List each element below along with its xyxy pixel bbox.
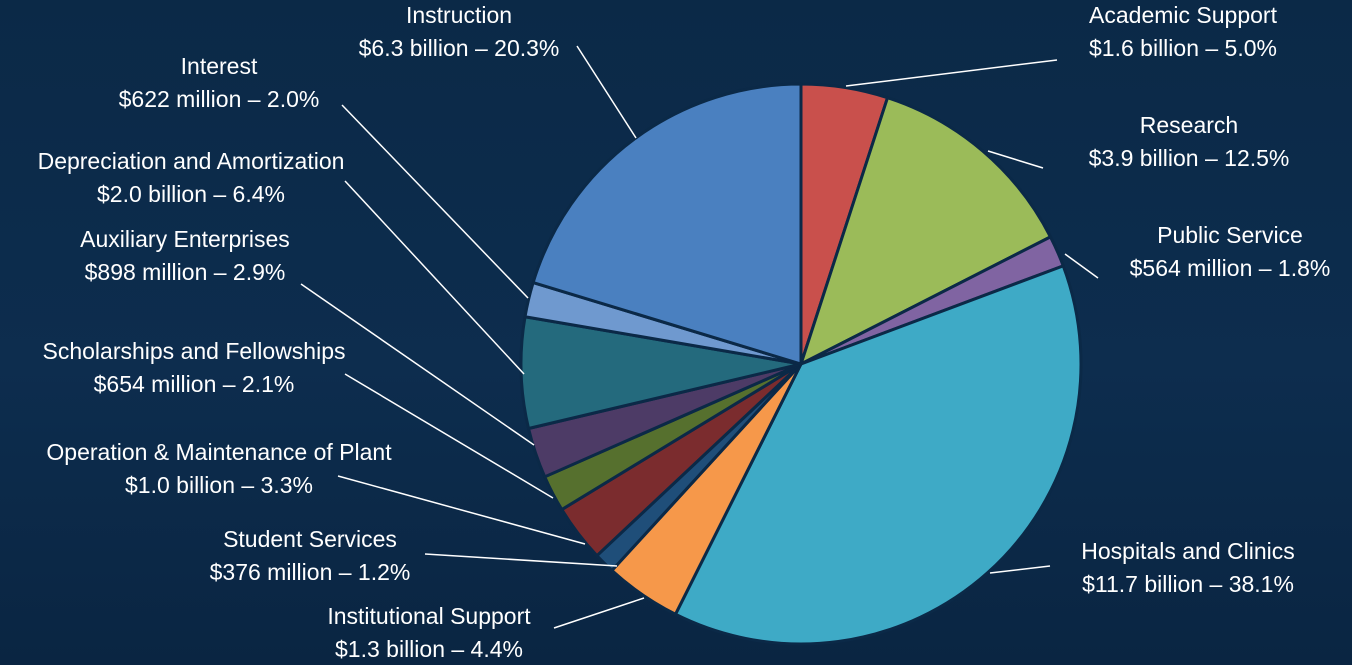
pie-slice-instruction (531, 82, 803, 366)
slice-label-value-scholarships-and-fellowships: $654 million – 2.1% (94, 371, 295, 397)
leader-line-institutional-support (553, 597, 645, 629)
slice-label-value-student-services: $376 million – 1.2% (210, 559, 411, 585)
leader-line-interest (341, 104, 529, 299)
leader-line-hospitals-and-clinics (989, 565, 1051, 574)
slice-label-value-public-service: $564 million – 1.8% (1130, 255, 1331, 281)
pie-slice-depreciation-and-amortization (519, 315, 803, 431)
slice-label-value-auxiliary-enterprises: $898 million – 2.9% (85, 259, 286, 285)
pie-slice-hospitals-and-clinics (673, 264, 1083, 646)
leader-lines (300, 45, 1099, 629)
slice-label-value-hospitals-and-clinics: $11.7 billion – 38.1% (1082, 571, 1294, 597)
slice-label-name-research: Research (1140, 112, 1238, 138)
leader-line-public-service (1064, 253, 1099, 279)
leader-line-depreciation-and-amortization (344, 180, 525, 375)
slice-label-name-interest: Interest (181, 53, 258, 79)
pie-slices (519, 82, 1083, 646)
slice-label-value-interest: $622 million – 2.0% (119, 86, 320, 112)
slice-label-name-institutional-support: Institutional Support (327, 603, 531, 629)
slice-labels: Academic Support $1.6 billion – 5.0% Resea… (38, 2, 1331, 662)
slice-label-name-depreciation-and-amortization: Depreciation and Amortization (38, 148, 345, 174)
slice-label-value-academic-support: $1.6 billion – 5.0% (1089, 35, 1277, 61)
leader-line-student-services (424, 553, 618, 567)
slice-label-name-public-service: Public Service (1157, 222, 1303, 248)
leader-line-auxiliary-enterprises (300, 283, 535, 446)
slice-label-name-academic-support: Academic Support (1089, 2, 1278, 28)
leader-line-academic-support (845, 59, 1058, 87)
leader-line-operation-and-maintenance-of-plant (337, 475, 586, 545)
pie-slice-research (799, 96, 1052, 366)
slice-label-value-operation-and-maintenance-of-plant: $1.0 billion – 3.3% (125, 472, 313, 498)
slice-label-name-hospitals-and-clinics: Hospitals and Clinics (1081, 538, 1294, 564)
slice-label-name-scholarships-and-fellowships: Scholarships and Fellowships (43, 338, 346, 364)
slice-label-name-auxiliary-enterprises: Auxiliary Enterprises (80, 226, 290, 252)
slice-label-value-research: $3.9 billion – 12.5% (1089, 145, 1290, 171)
leader-line-instruction (576, 45, 637, 139)
slice-label-name-operation-and-maintenance-of-plant: Operation & Maintenance of Plant (46, 439, 392, 465)
leader-line-scholarships-and-fellowships (344, 373, 554, 499)
slice-label-name-student-services: Student Services (223, 526, 397, 552)
slice-label-name-instruction: Instruction (406, 2, 512, 28)
slice-label-value-institutional-support: $1.3 billion – 4.4% (335, 636, 523, 662)
leader-line-research (987, 150, 1044, 169)
slice-label-value-instruction: $6.3 billion – 20.3% (359, 35, 560, 61)
slice-label-value-depreciation-and-amortization: $2.0 billion – 6.4% (97, 181, 285, 207)
